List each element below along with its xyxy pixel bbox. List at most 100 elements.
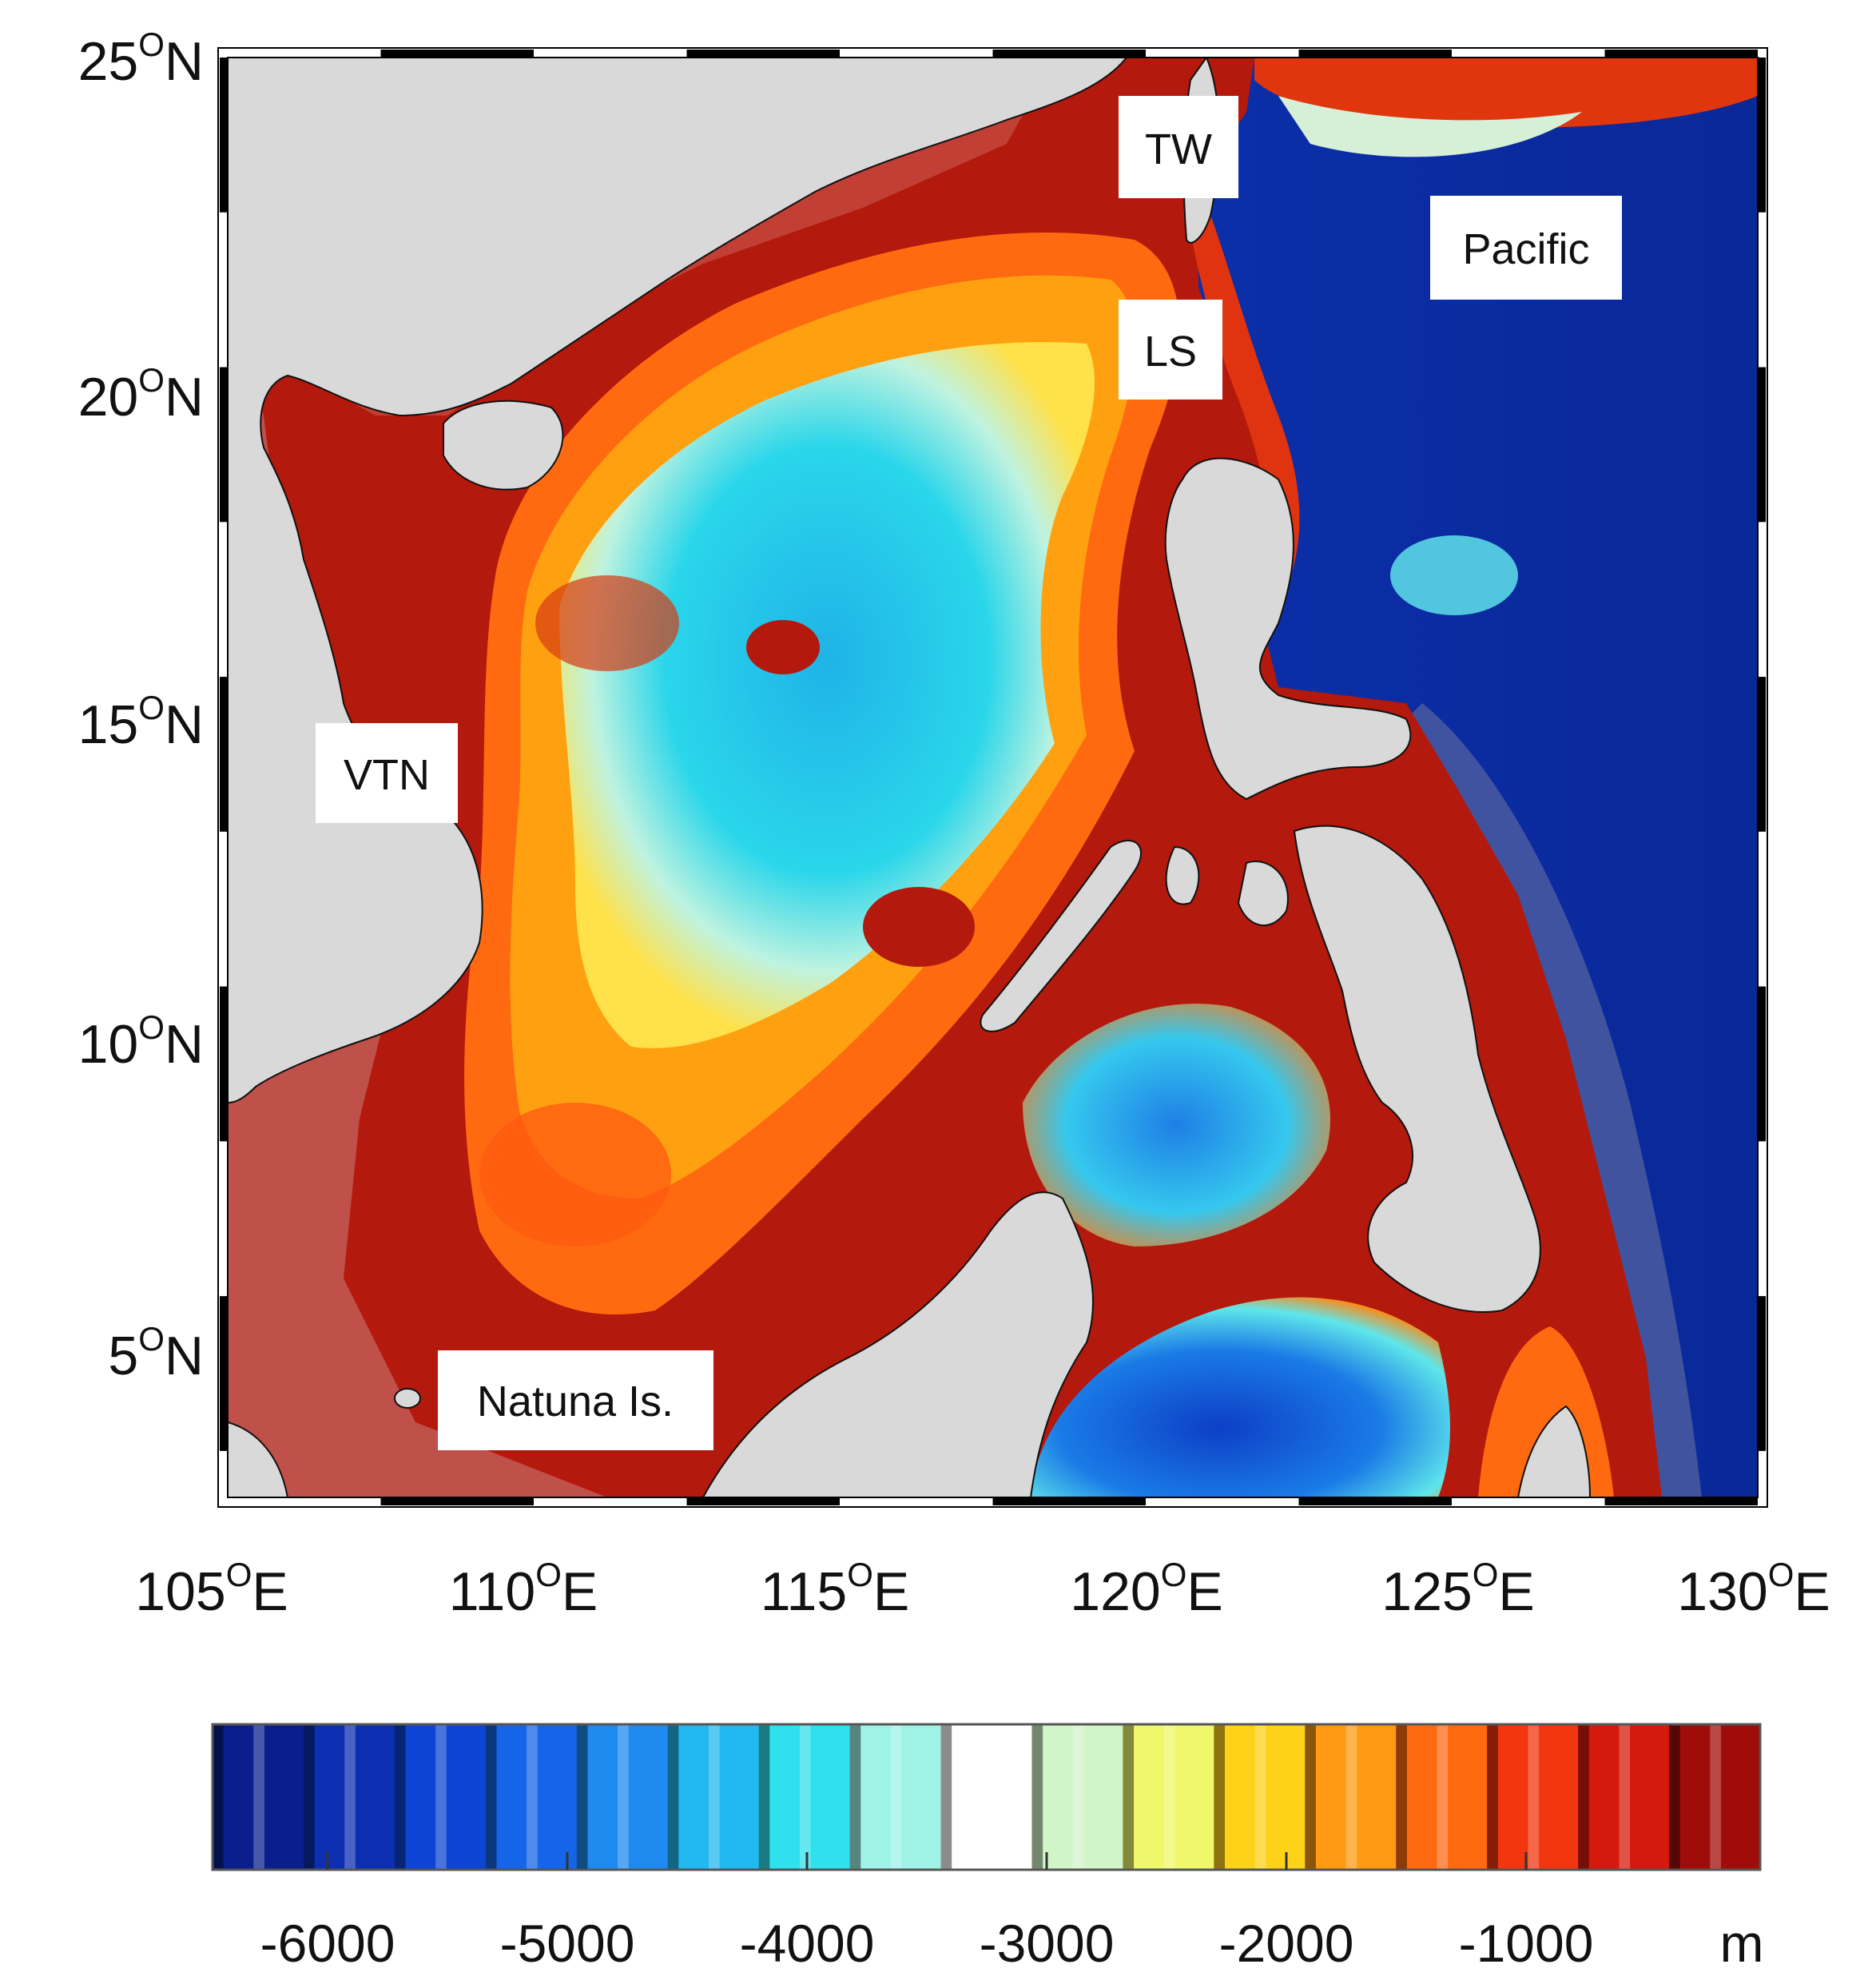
seamount xyxy=(746,620,820,674)
frame-tick-segment xyxy=(1604,50,1758,58)
latitude-labels: 25ON 20ON 15ON 10ON 5ON xyxy=(78,26,204,1386)
luzon-island xyxy=(1164,457,1412,801)
colorbar-segment-highlight xyxy=(1163,1724,1175,1870)
mindanao-island xyxy=(1293,825,1541,1313)
colorbar-segment-highlight xyxy=(253,1724,264,1870)
frame-tick-segment xyxy=(220,677,228,832)
lat-label-15: 15ON xyxy=(78,689,204,755)
colorbar-segment xyxy=(1396,1724,1488,1870)
colorbar-segment-highlight xyxy=(708,1724,720,1870)
colorbar-segment-edge xyxy=(1396,1724,1407,1870)
lon-label-105: 105OE xyxy=(135,1556,288,1622)
longitude-labels: 105OE 110OE 115OE 120OE 125OE 130OE xyxy=(135,1556,1830,1622)
colorbar-segment-edge xyxy=(1123,1724,1135,1870)
frame-tick-segment xyxy=(1758,1296,1766,1451)
svg-text:VTN: VTN xyxy=(344,751,430,799)
frame-tick-segment xyxy=(992,1497,1146,1505)
celebes-sea xyxy=(1031,1297,1450,1497)
seamount xyxy=(863,887,975,967)
benham-rise xyxy=(1390,535,1518,615)
colorbar-segment-edge xyxy=(1214,1724,1226,1870)
lat-label-20: 20ON xyxy=(78,361,204,427)
colorbar-segment xyxy=(394,1724,487,1870)
frame-tick-segment xyxy=(380,1497,534,1505)
lon-label-115: 115OE xyxy=(761,1556,909,1622)
map-frame xyxy=(217,47,1768,1508)
colorbar-segment-edge xyxy=(394,1724,406,1870)
lon-label-120: 120OE xyxy=(1070,1556,1223,1622)
sulu-sea xyxy=(1023,1004,1330,1246)
reef-bank xyxy=(535,575,679,671)
lat-label-25: 25ON xyxy=(78,26,204,92)
colorbar-tick-label: -3000 xyxy=(980,1914,1115,1973)
colorbar-segment xyxy=(1123,1724,1215,1870)
frame-tick-segment xyxy=(1758,986,1766,1142)
scs-deep-basin xyxy=(559,342,1095,1048)
lat-label-5: 5ON xyxy=(108,1320,204,1386)
colorbar-segment-edge xyxy=(1031,1724,1043,1870)
colorbar: -6000 -5000 -4000 -3000 -2000 -1000 m xyxy=(211,1723,1763,1973)
colorbar-segment xyxy=(1578,1724,1671,1870)
colorbar-segment-edge xyxy=(849,1724,861,1870)
colorbar-segment-edge xyxy=(1305,1724,1316,1870)
colorbar-segment-edge xyxy=(1578,1724,1589,1870)
okinawa-trough xyxy=(1278,96,1582,157)
frame-tick-segment xyxy=(1758,677,1766,832)
palawan-island xyxy=(980,839,1143,1032)
colorbar-segment-edge xyxy=(1669,1724,1680,1870)
frame-tick-segment xyxy=(380,50,534,58)
colorbar-segment-highlight xyxy=(618,1724,629,1870)
colorbar-segment-highlight xyxy=(981,1724,993,1870)
colorbar-segment-highlight xyxy=(1072,1724,1084,1870)
lon-label-130: 130OE xyxy=(1677,1556,1830,1622)
colorbar-tick-label: -6000 xyxy=(260,1914,395,1973)
frame-tick-segment xyxy=(686,1497,840,1505)
frame-tick-segment xyxy=(220,986,228,1142)
reef-bank xyxy=(479,1103,671,1246)
frame-tick-segment xyxy=(220,1296,228,1451)
mindoro-island xyxy=(1165,845,1200,905)
colorbar-segment xyxy=(1214,1724,1306,1870)
colorbar-segment-highlight xyxy=(1710,1724,1722,1870)
frame-tick-segment xyxy=(220,58,228,213)
colorbar-segment-highlight xyxy=(435,1724,447,1870)
colorbar-segment xyxy=(667,1724,760,1870)
colorbar-segment-edge xyxy=(667,1724,679,1870)
colorbar-segment xyxy=(849,1724,942,1870)
place-label-ls: LS xyxy=(1119,300,1222,400)
colorbar-tick-label: -1000 xyxy=(1459,1914,1594,1973)
frame-tick-segment xyxy=(220,367,228,523)
svg-text:Pacific: Pacific xyxy=(1462,225,1589,273)
frame-tick-segment xyxy=(992,50,1146,58)
lon-label-125: 125OE xyxy=(1381,1556,1535,1622)
colorbar-segment-highlight xyxy=(1528,1724,1540,1870)
colorbar-segment xyxy=(485,1724,578,1870)
colorbar-segment xyxy=(940,1724,1033,1870)
east-china-sea-shelf xyxy=(1254,58,1758,128)
colorbar-segment xyxy=(576,1724,669,1870)
visayas-island xyxy=(1237,861,1289,927)
colorbar-segment-edge xyxy=(485,1724,497,1870)
colorbar-segment xyxy=(1031,1724,1124,1870)
colorbar-segment-edge xyxy=(303,1724,315,1870)
place-label-tw: TW xyxy=(1119,96,1238,198)
natuna-island xyxy=(394,1388,421,1409)
place-label-vtn: VTN xyxy=(316,723,458,823)
colorbar-segment-highlight xyxy=(799,1724,811,1870)
frame-tick-segment xyxy=(686,50,840,58)
colorbar-segment-highlight xyxy=(890,1724,902,1870)
place-label-natuna: Natuna Is. xyxy=(438,1350,713,1450)
colorbar-segment-edge xyxy=(1487,1724,1498,1870)
place-label-pacific: Pacific xyxy=(1430,196,1622,300)
frame-tick-segment xyxy=(1298,50,1452,58)
colorbar-segment-highlight xyxy=(344,1724,356,1870)
frame-tick-segment xyxy=(1604,1497,1758,1505)
borneo-island xyxy=(702,1191,1095,1497)
colorbar-tick-label: -5000 xyxy=(500,1914,635,1973)
colorbar-segment xyxy=(1487,1724,1580,1870)
svg-text:TW: TW xyxy=(1145,125,1212,173)
colorbar-tick-label: -4000 xyxy=(740,1914,875,1973)
frame-tick-segment xyxy=(1298,1497,1452,1505)
svg-text:Natuna Is.: Natuna Is. xyxy=(477,1378,674,1425)
